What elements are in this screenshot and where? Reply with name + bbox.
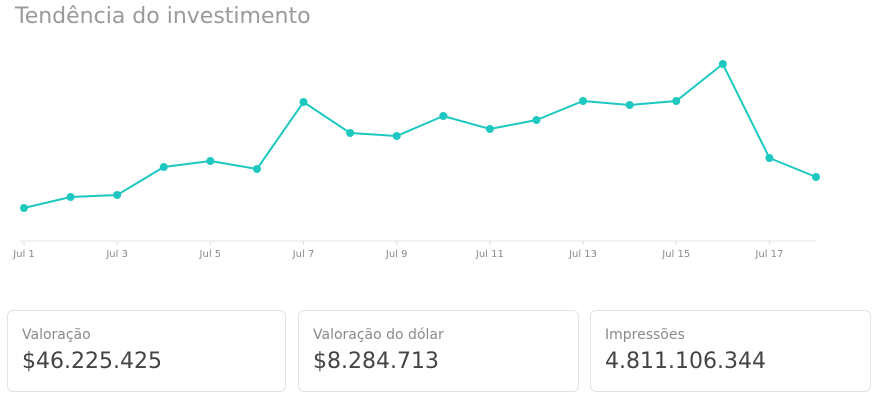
x-tick-label: Jul 15 [661,249,690,260]
chart: Jul 1 Jul 3 Jul 5 Jul 7 Jul 9 Jul 11 Jul 13 Jul… [12,60,820,260]
card-label: Valoração do dólar [313,327,444,343]
point [765,154,774,162]
x-tick-label: Jul 1 [12,249,35,260]
point [718,60,727,68]
card-value: 4.811.106.344 [605,349,766,374]
x-tick-label: Jul 11 [475,249,504,260]
point [206,157,215,165]
line [23,62,817,209]
chart-title: Tendência do investimento [15,4,311,29]
card-label: Impressões [605,327,685,343]
point [485,125,494,133]
point [672,97,681,105]
point [66,193,75,201]
card: Impressões 4.811.106.344 [590,310,871,392]
card: Valoração do dólar $8.284.713 [298,310,579,392]
point [439,112,448,120]
x-tick-label: Jul 7 [292,249,315,260]
point [346,129,355,137]
card: Valoração $46.225.425 [7,310,286,392]
point [532,116,541,124]
x-tick-label: Jul 17 [754,249,783,260]
point [159,163,168,171]
point [625,101,634,109]
x-tick-label: Jul 9 [385,249,408,260]
point [20,204,28,212]
point [392,132,401,140]
x-tick-label: Jul 13 [568,249,597,260]
point [812,173,820,181]
card-value: $46.225.425 [22,349,162,374]
point [299,98,308,106]
x-tick-label: Jul 5 [199,249,222,260]
card-label: Valoração [22,327,91,343]
card-value: $8.284.713 [313,349,439,374]
x-tick-label: Jul 3 [105,249,128,260]
point [113,191,122,199]
point [579,97,588,105]
point [252,165,261,173]
